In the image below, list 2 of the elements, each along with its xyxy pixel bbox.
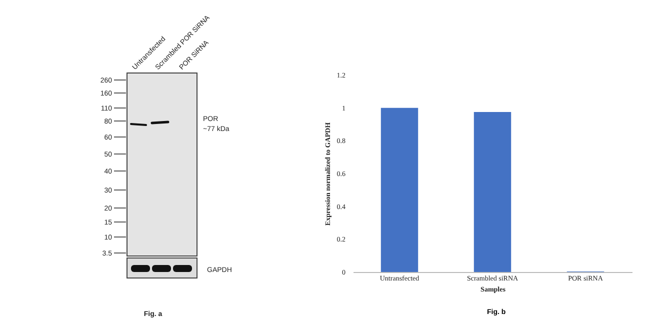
bar bbox=[380, 108, 418, 272]
bar bbox=[474, 112, 512, 272]
